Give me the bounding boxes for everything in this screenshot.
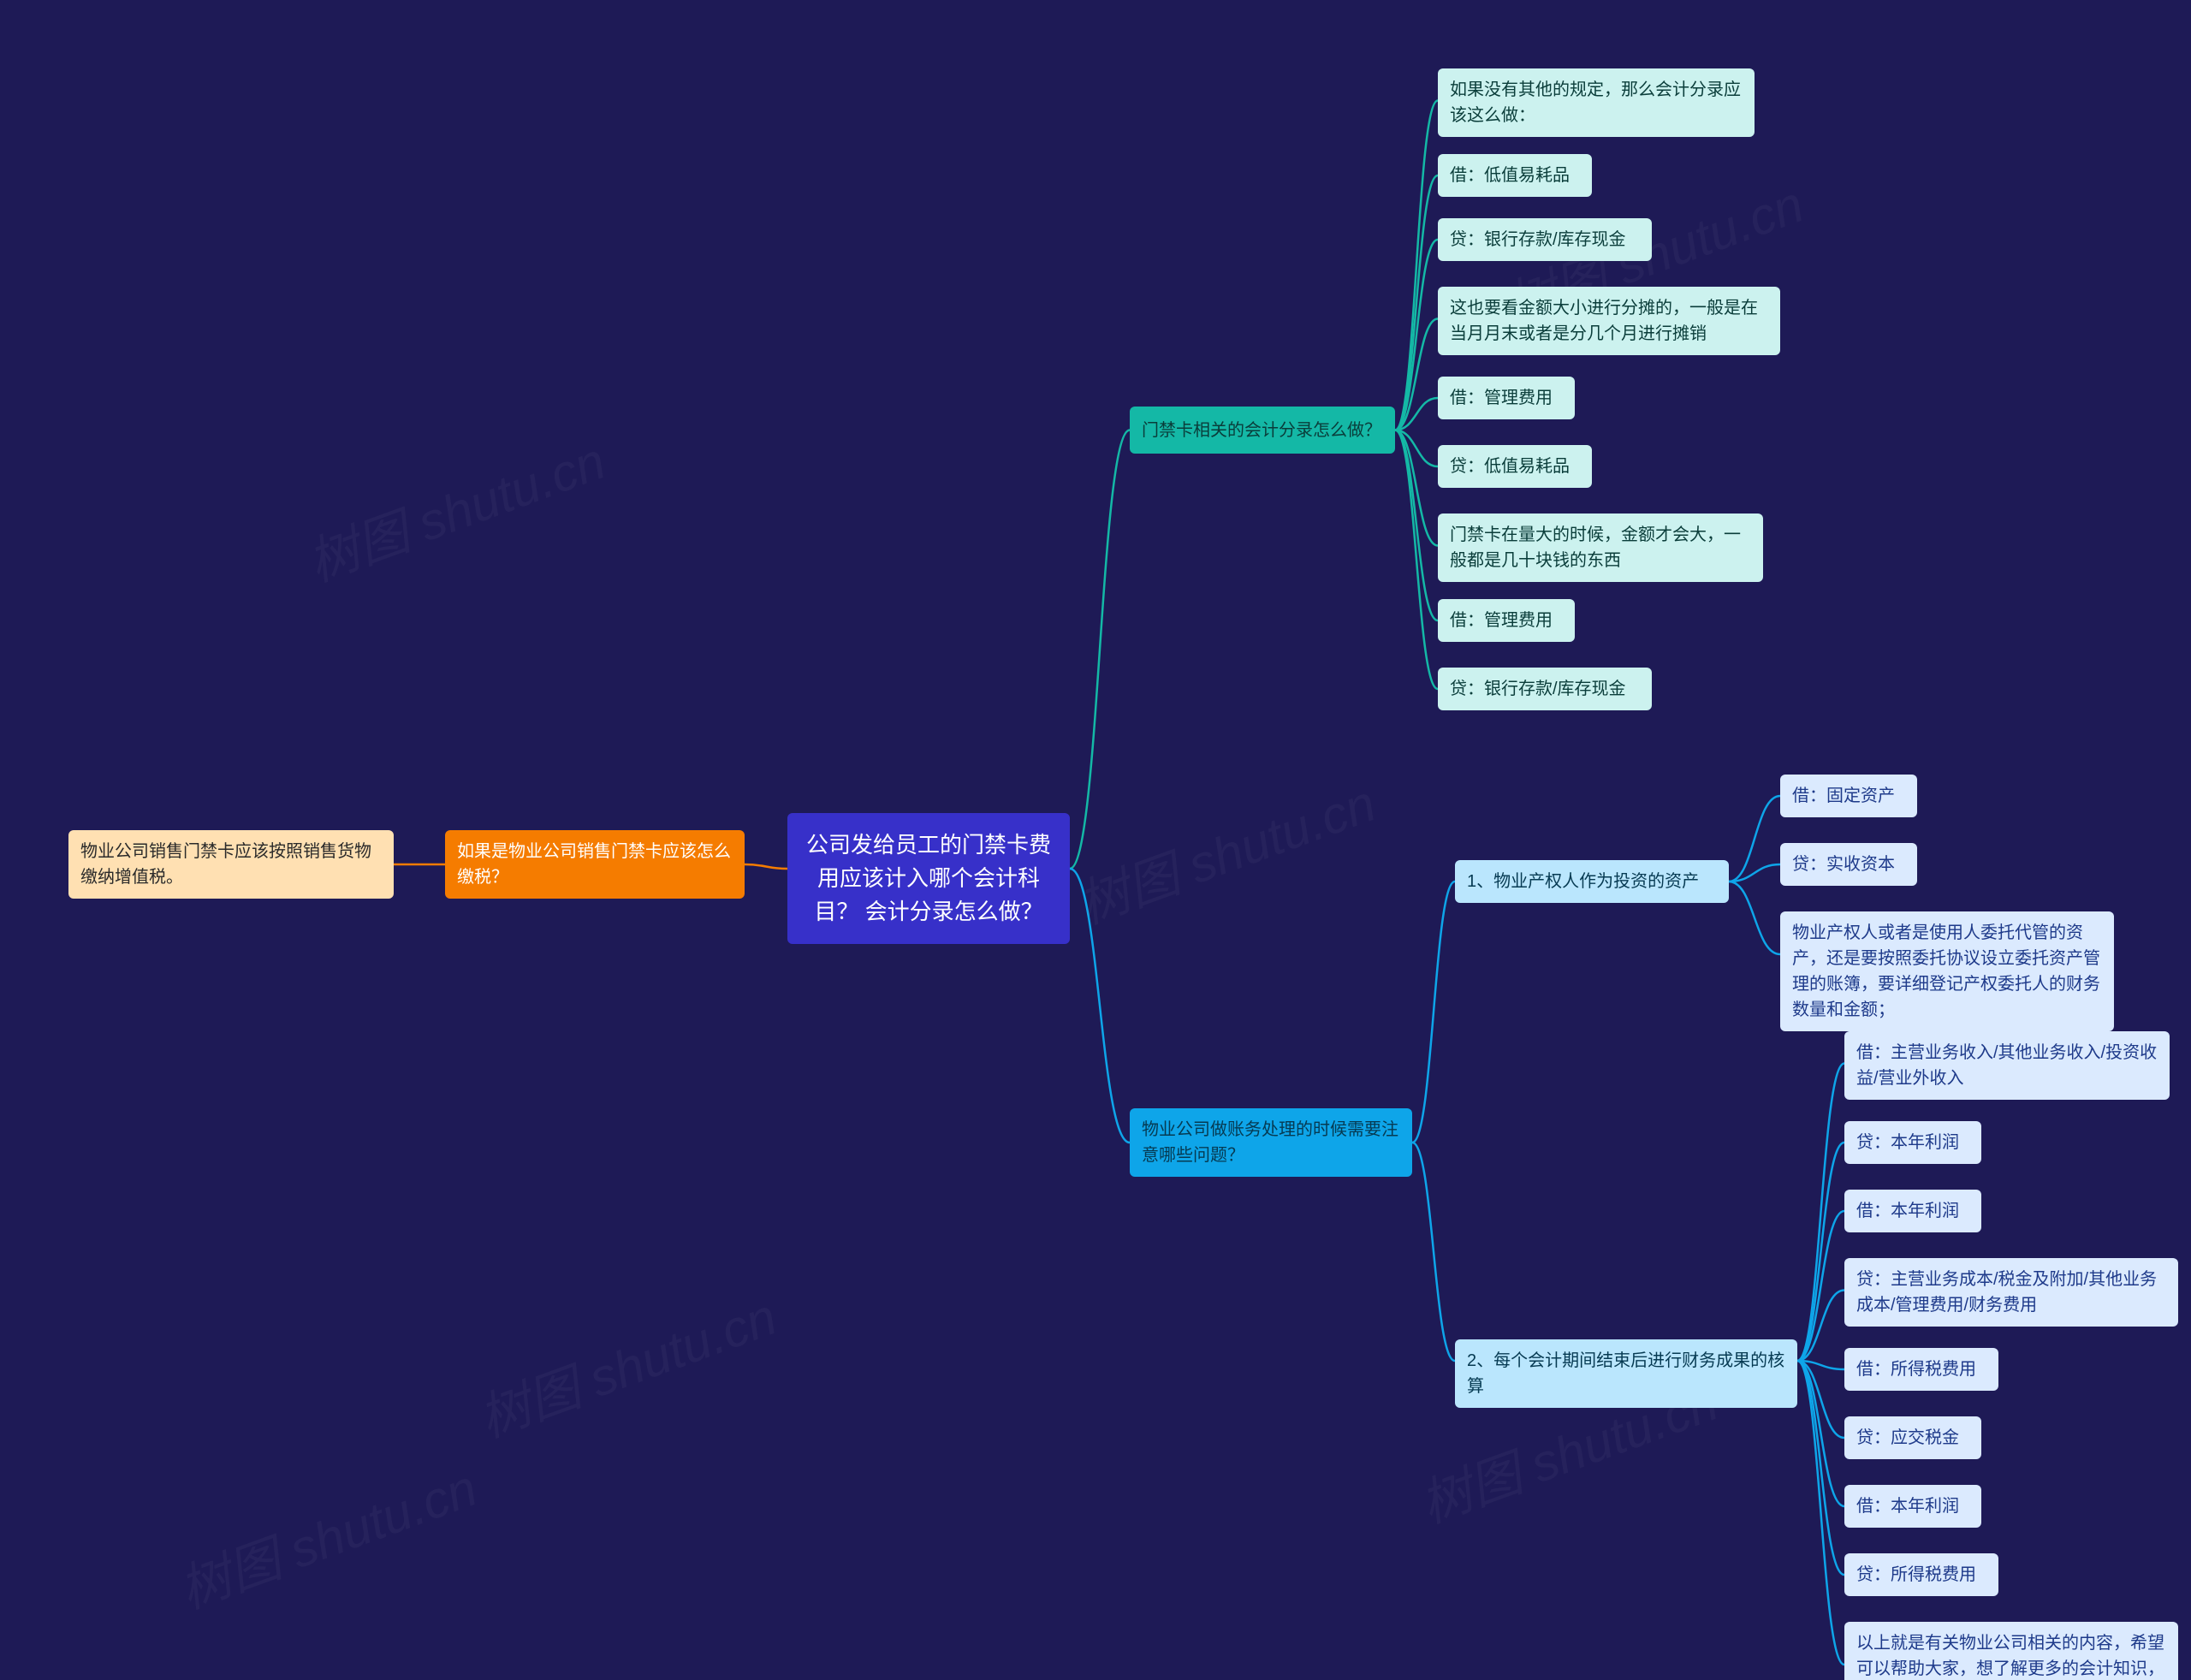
edge	[1070, 430, 1130, 870]
edge	[1797, 1361, 1844, 1506]
edge	[1395, 319, 1438, 430]
edge	[1797, 1211, 1844, 1361]
edge	[1395, 430, 1438, 621]
watermark: 树图 shutu.cn	[467, 1275, 785, 1451]
edge	[1395, 398, 1438, 430]
watermark: 树图 shutu.cn	[168, 1446, 485, 1623]
edge	[1070, 869, 1130, 1143]
node-i2i[interactable]: 以上就是有关物业公司相关的内容，希望可以帮助大家，想了解更多的会计知识，请多多关…	[1844, 1622, 2178, 1680]
edge	[1412, 882, 1455, 1143]
node-i2e[interactable]: 借：所得税费用	[1844, 1348, 1998, 1391]
edge	[1395, 175, 1438, 430]
edge	[1729, 796, 1780, 882]
edge	[1729, 864, 1780, 882]
edge	[745, 864, 787, 869]
node-i1a[interactable]: 借：固定资产	[1780, 775, 1917, 817]
node-i2a[interactable]: 借：主营业务收入/其他业务收入/投资收益/营业外收入	[1844, 1031, 2170, 1100]
edge	[1797, 1361, 1844, 1665]
node-i2h[interactable]: 贷：所得税费用	[1844, 1553, 1998, 1596]
node-i2c[interactable]: 借：本年利润	[1844, 1190, 1981, 1232]
edge	[1797, 1361, 1844, 1575]
edge	[1797, 1143, 1844, 1361]
node-i1[interactable]: 1、物业产权人作为投资的资产	[1455, 860, 1729, 903]
node-q_tax[interactable]: 如果是物业公司销售门禁卡应该怎么缴税？	[445, 830, 745, 899]
watermark: 树图 shutu.cn	[296, 419, 614, 596]
node-e7[interactable]: 门禁卡在量大的时候，金额才会大，一般都是几十块钱的东西	[1438, 513, 1763, 582]
node-i2b[interactable]: 贷：本年利润	[1844, 1121, 1981, 1164]
edge	[1797, 1361, 1844, 1369]
node-i1c[interactable]: 物业产权人或者是使用人委托代管的资产，还是要按照委托协议设立委托资产管理的账簿，…	[1780, 911, 2114, 1031]
edge	[1797, 1361, 1844, 1438]
mindmap-canvas: 树图 shutu.cn树图 shutu.cn树图 shutu.cn树图 shut…	[0, 0, 2191, 1680]
edge	[1729, 882, 1780, 954]
node-root[interactable]: 公司发给员工的门禁卡费用应该计入哪个会计科目？ 会计分录怎么做？	[787, 813, 1070, 944]
node-i1b[interactable]: 贷：实收资本	[1780, 843, 1917, 886]
edge	[1395, 101, 1438, 430]
node-e6[interactable]: 贷：低值易耗品	[1438, 445, 1592, 488]
node-a_tax[interactable]: 物业公司销售门禁卡应该按照销售货物缴纳增值税。	[68, 830, 394, 899]
node-i2[interactable]: 2、每个会计期间结束后进行财务成果的核算	[1455, 1339, 1797, 1408]
node-e5[interactable]: 借：管理费用	[1438, 377, 1575, 419]
node-q_entry[interactable]: 门禁卡相关的会计分录怎么做？	[1130, 407, 1395, 454]
node-e8[interactable]: 借：管理费用	[1438, 599, 1575, 642]
edge	[1395, 240, 1438, 430]
node-e3[interactable]: 贷：银行存款/库存现金	[1438, 218, 1652, 261]
edge	[1395, 430, 1438, 546]
edge	[1797, 1064, 1844, 1362]
node-e4[interactable]: 这也要看金额大小进行分摊的，一般是在当月月末或者是分几个月进行摊销	[1438, 287, 1780, 355]
node-e9[interactable]: 贷：银行存款/库存现金	[1438, 668, 1652, 710]
node-i2g[interactable]: 借：本年利润	[1844, 1485, 1981, 1528]
edge	[1797, 1291, 1844, 1362]
watermark: 树图 shutu.cn	[1066, 762, 1384, 938]
node-e2[interactable]: 借：低值易耗品	[1438, 154, 1592, 197]
node-q_issues[interactable]: 物业公司做账务处理的时候需要注意哪些问题？	[1130, 1108, 1412, 1177]
edge	[1395, 430, 1438, 467]
edge	[1412, 1143, 1455, 1361]
edge	[1395, 430, 1438, 690]
node-e1[interactable]: 如果没有其他的规定，那么会计分录应该这么做：	[1438, 68, 1755, 137]
node-i2f[interactable]: 贷：应交税金	[1844, 1416, 1981, 1459]
node-i2d[interactable]: 贷：主营业务成本/税金及附加/其他业务成本/管理费用/财务费用	[1844, 1258, 2178, 1327]
